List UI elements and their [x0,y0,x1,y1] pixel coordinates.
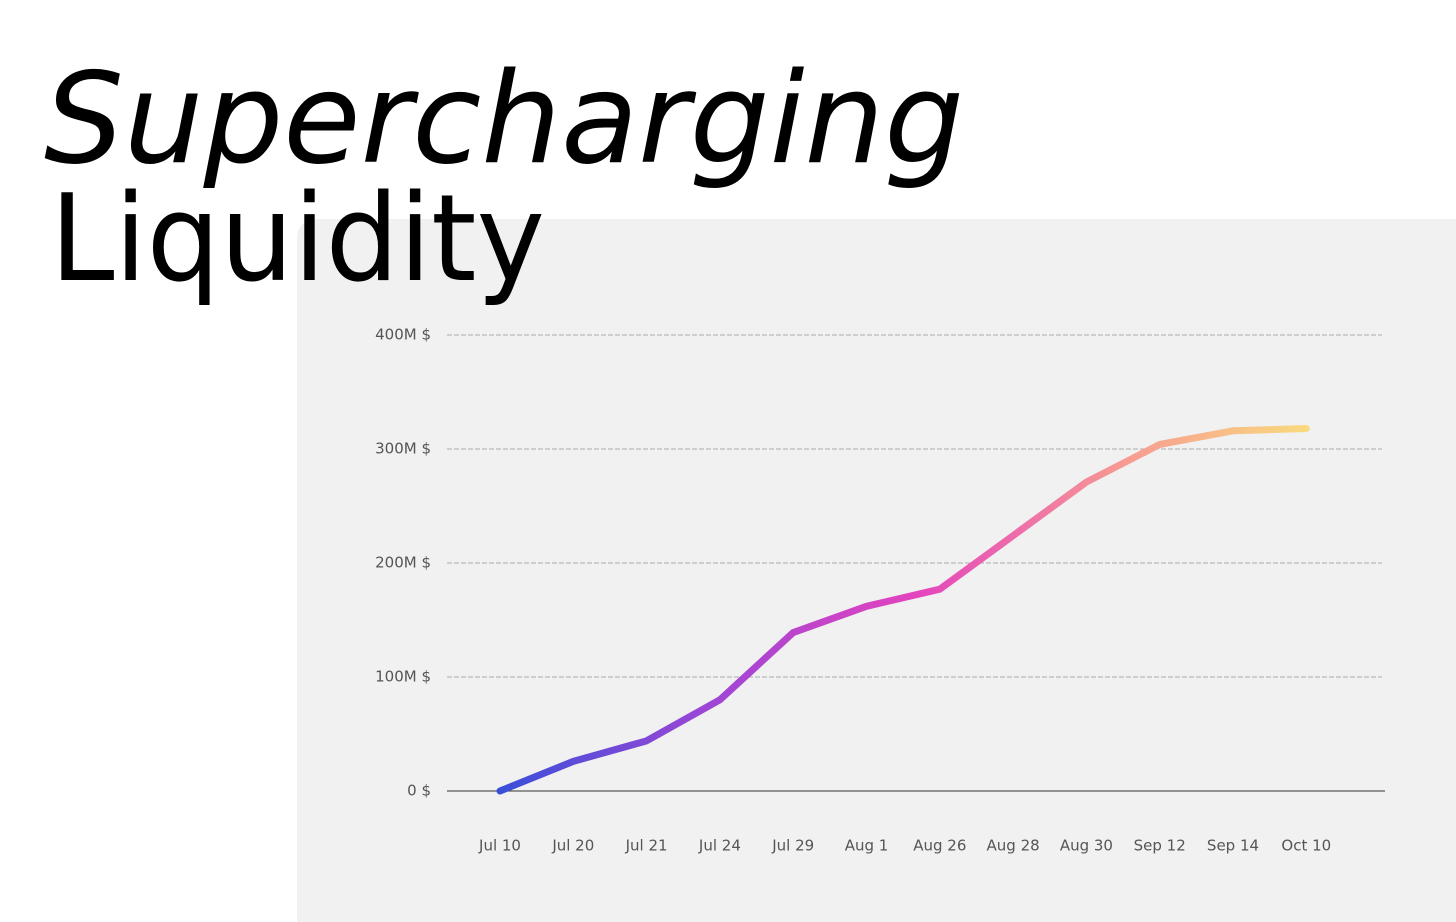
x-tick-label: Jul 29 [771,837,814,855]
x-tick-label: Jul 21 [625,837,668,855]
x-tick-label: Sep 14 [1207,837,1259,855]
y-tick-label: 400M $ [375,326,431,344]
chart-title: Supercharging [44,45,964,192]
x-tick-label: Aug 30 [1060,837,1113,855]
x-tick-label: Aug 26 [913,837,966,855]
x-tick-label: Sep 12 [1134,837,1186,855]
y-tick-label: 100M $ [375,668,431,686]
y-tick-label: 0 $ [407,782,431,800]
x-tick-label: Oct 10 [1281,837,1331,855]
y-tick-label: 200M $ [375,554,431,572]
x-tick-label: Jul 20 [551,837,594,855]
plot: 0 $ 100M $ 200M $ 300M $ 400M $ Jul 10 Jul 20 J… [375,326,1385,855]
x-tick-label: Aug 28 [987,837,1040,855]
x-tick-label: Jul 24 [698,837,741,855]
panel [297,219,1456,922]
chart-subtitle: Liquidity [50,170,545,309]
line [496,424,1310,795]
y-tick-label: 300M $ [375,440,431,458]
x-tick-label: Aug 1 [845,837,889,855]
x-tick-label: Jul 10 [478,837,521,855]
